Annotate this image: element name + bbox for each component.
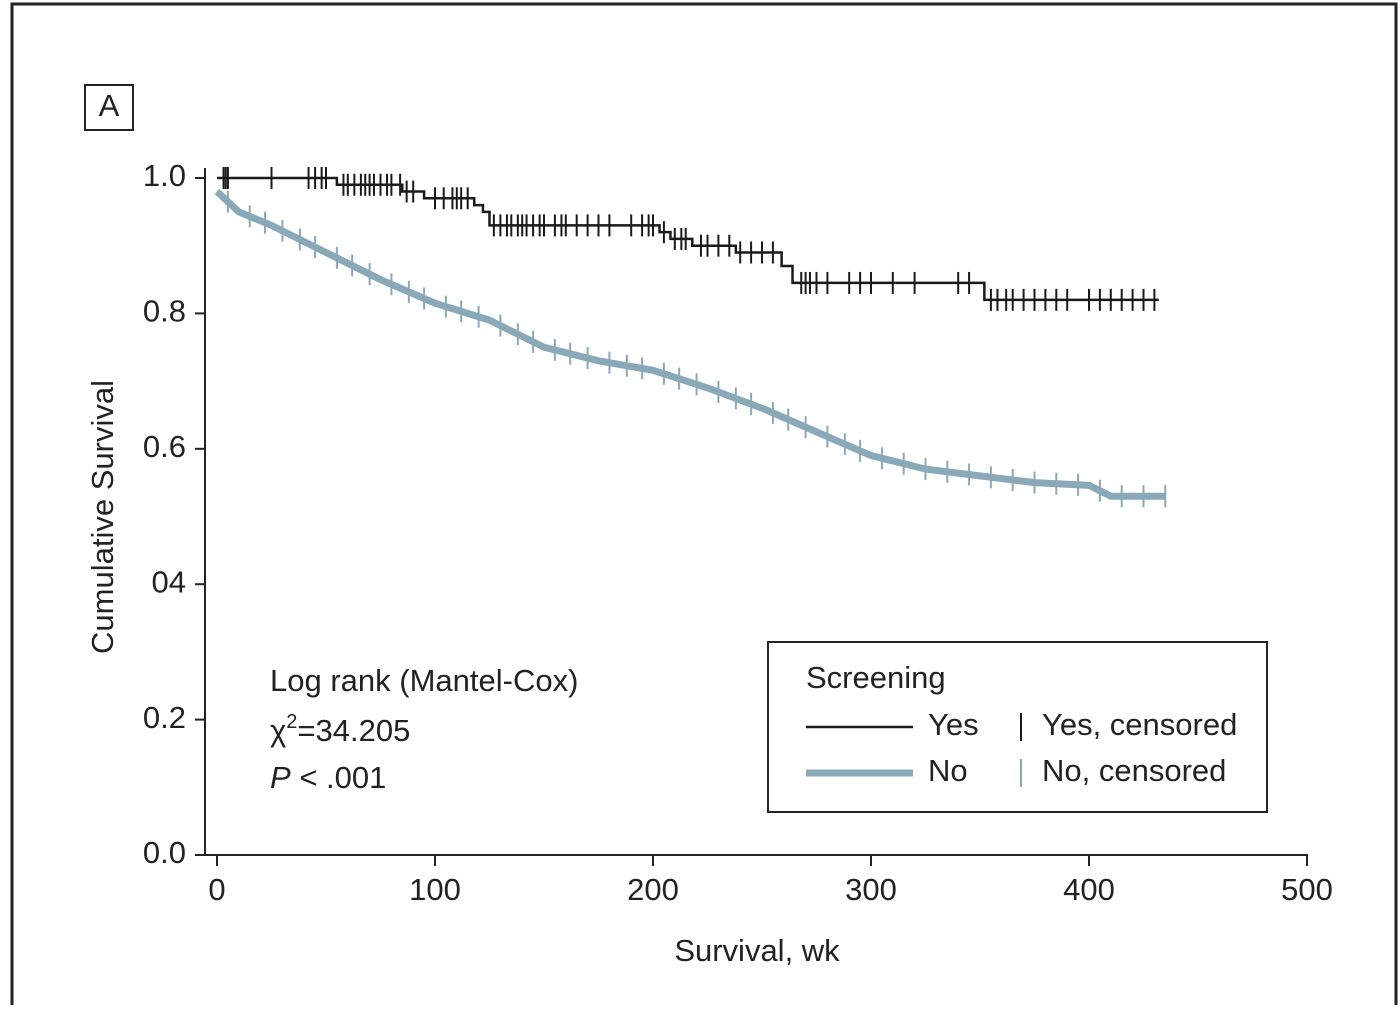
x-tick-label: 400: [1063, 872, 1115, 907]
x-tick-label: 100: [409, 872, 461, 907]
frame: [10, 2, 1398, 1010]
y-axis-label: Cumulative Survival: [85, 380, 120, 654]
chi-value: =34.205: [297, 713, 410, 748]
annotation: P < .001: [270, 760, 386, 795]
x-tick-label: 200: [627, 872, 679, 907]
legend-title: Screening: [806, 660, 946, 695]
y-tick-label: 04: [152, 564, 186, 599]
legend-label: No: [928, 753, 968, 788]
y-tick-label: 1.0: [143, 158, 186, 193]
panel-box: [84, 84, 134, 131]
legend-label: No, censored: [1042, 753, 1226, 788]
annotation: Log rank (Mantel-Cox): [270, 663, 578, 698]
annotation: χ2=34.205: [270, 711, 410, 748]
p-symbol: P: [270, 760, 291, 795]
legend-label: Yes, censored: [1042, 707, 1237, 742]
x-axis-label: Survival, wk: [674, 933, 840, 968]
y-tick-label: 0.6: [143, 429, 186, 464]
chi-symbol: χ: [270, 713, 286, 748]
panel-label: A: [99, 88, 120, 123]
legend-label: Yes: [928, 707, 979, 742]
y-tick-label: 0.8: [143, 294, 186, 329]
survival-curve: [217, 176, 1159, 302]
chi-power: 2: [286, 711, 297, 733]
x-tick-label: 500: [1281, 872, 1333, 907]
y-tick-label: 0.2: [143, 700, 186, 735]
p-value: < .001: [299, 760, 386, 795]
y-tick-label: 0.0: [143, 835, 186, 870]
x-tick-label: 0: [208, 872, 225, 907]
x-tick-label: 300: [845, 872, 897, 907]
survival-curve: [214, 188, 1166, 500]
